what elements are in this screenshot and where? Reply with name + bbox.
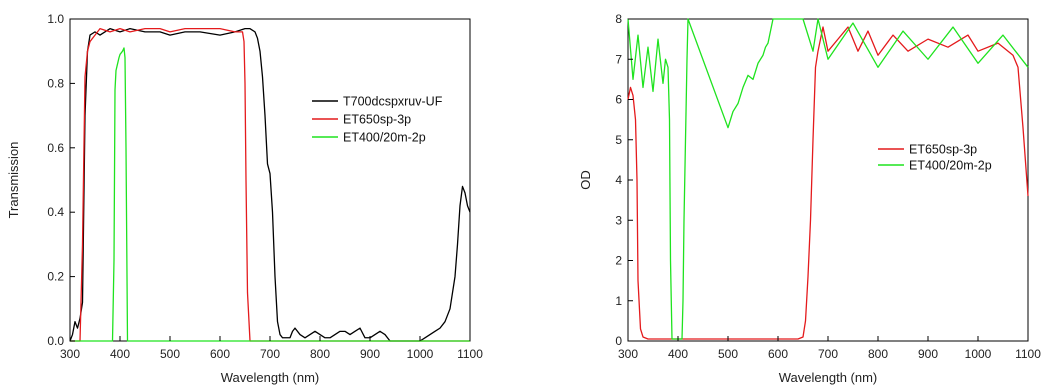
y-tick-label: 4 — [615, 173, 622, 187]
y-axis: 0.0 0.2 0.4 0.6 0.8 1.0 — [47, 12, 75, 348]
series-group — [627, 18, 1029, 340]
y-axis-label: Transmission — [6, 142, 21, 219]
legend-item: ET650sp-3p — [878, 143, 977, 157]
x-tick-label: 1000 — [965, 347, 992, 361]
transmission-chart: 300 400 500 600 700 800 900 1000 1100 0.00.20.40… — [6, 12, 483, 385]
legend-label: ET650sp-3p — [343, 113, 411, 127]
y-tick-label: 6 — [615, 93, 622, 107]
x-axis: 300 400 500 600 700 800 900 1000 1100 — [618, 336, 1041, 361]
x-tick-label: 400 — [110, 347, 130, 361]
y-tick-label: 2 — [615, 254, 622, 268]
legend-item: ET650sp-3p — [312, 113, 411, 127]
y-tick-label: 1 — [615, 294, 622, 308]
y-tick-label: 0.2 — [47, 270, 64, 284]
x-axis: 300 400 500 600 700 800 900 1000 1100 — [60, 336, 483, 361]
y-axis: 0 1 2 3 4 5 6 7 8 — [615, 12, 633, 348]
y-tick-label: 3 — [615, 213, 622, 227]
y-tick-label: 0.8 — [47, 76, 64, 90]
x-tick-label: 700 — [260, 347, 280, 361]
legend-label: ET400/20m-2p — [343, 131, 426, 145]
legend-label: ET650sp-3p — [909, 143, 977, 157]
legend: T700dcspxruv-UF ET650sp-3p ET400/20m-2p — [312, 95, 443, 145]
od-chart: 300 400 500 600 700 800 900 1000 1100 012345678 … — [578, 12, 1041, 385]
legend: ET650sp-3p ET400/20m-2p — [878, 143, 992, 173]
plot-frame — [627, 18, 1029, 342]
x-axis-label: Wavelength (nm) — [779, 370, 878, 385]
x-tick-label: 800 — [868, 347, 888, 361]
y-tick-label: 1.0 — [47, 12, 64, 26]
y-tick-label: 0.6 — [47, 141, 64, 155]
x-tick-label: 700 — [818, 347, 838, 361]
series-line-3 — [70, 47, 470, 342]
y-tick-label: 0.0 — [47, 334, 64, 348]
legend-label: T700dcspxruv-UF — [343, 95, 443, 109]
series-line-2 — [627, 18, 1029, 340]
legend-label: ET400/20m-2p — [909, 159, 992, 173]
series-line-1 — [627, 26, 1029, 340]
x-tick-label: 600 — [768, 347, 788, 361]
series-group — [69, 28, 471, 342]
series-line-1 — [69, 28, 471, 342]
legend-item: ET400/20m-2p — [878, 159, 992, 173]
y-tick-label: 7 — [615, 52, 622, 66]
x-tick-label: 1100 — [457, 347, 483, 361]
x-tick-label: 1000 — [407, 347, 434, 361]
x-tick-label: 900 — [360, 347, 380, 361]
x-tick-label: 500 — [160, 347, 180, 361]
y-axis-label: OD — [578, 170, 593, 190]
legend-item: T700dcspxruv-UF — [312, 95, 443, 109]
legend-item: ET400/20m-2p — [312, 131, 426, 145]
series-line-2 — [70, 28, 470, 342]
x-tick-label: 300 — [60, 347, 80, 361]
x-tick-label: 900 — [918, 347, 938, 361]
y-tick-label: 8 — [615, 12, 622, 26]
x-tick-label: 1100 — [1015, 347, 1041, 361]
y-tick-label: 0 — [615, 334, 622, 348]
x-tick-label: 300 — [618, 347, 638, 361]
y-tick-label: 0.4 — [47, 205, 64, 219]
x-tick-label: 600 — [210, 347, 230, 361]
x-tick-label: 500 — [718, 347, 738, 361]
x-axis-label: Wavelength (nm) — [221, 370, 320, 385]
x-tick-label: 800 — [310, 347, 330, 361]
y-tick-label: 5 — [615, 133, 622, 147]
x-tick-label: 400 — [668, 347, 688, 361]
